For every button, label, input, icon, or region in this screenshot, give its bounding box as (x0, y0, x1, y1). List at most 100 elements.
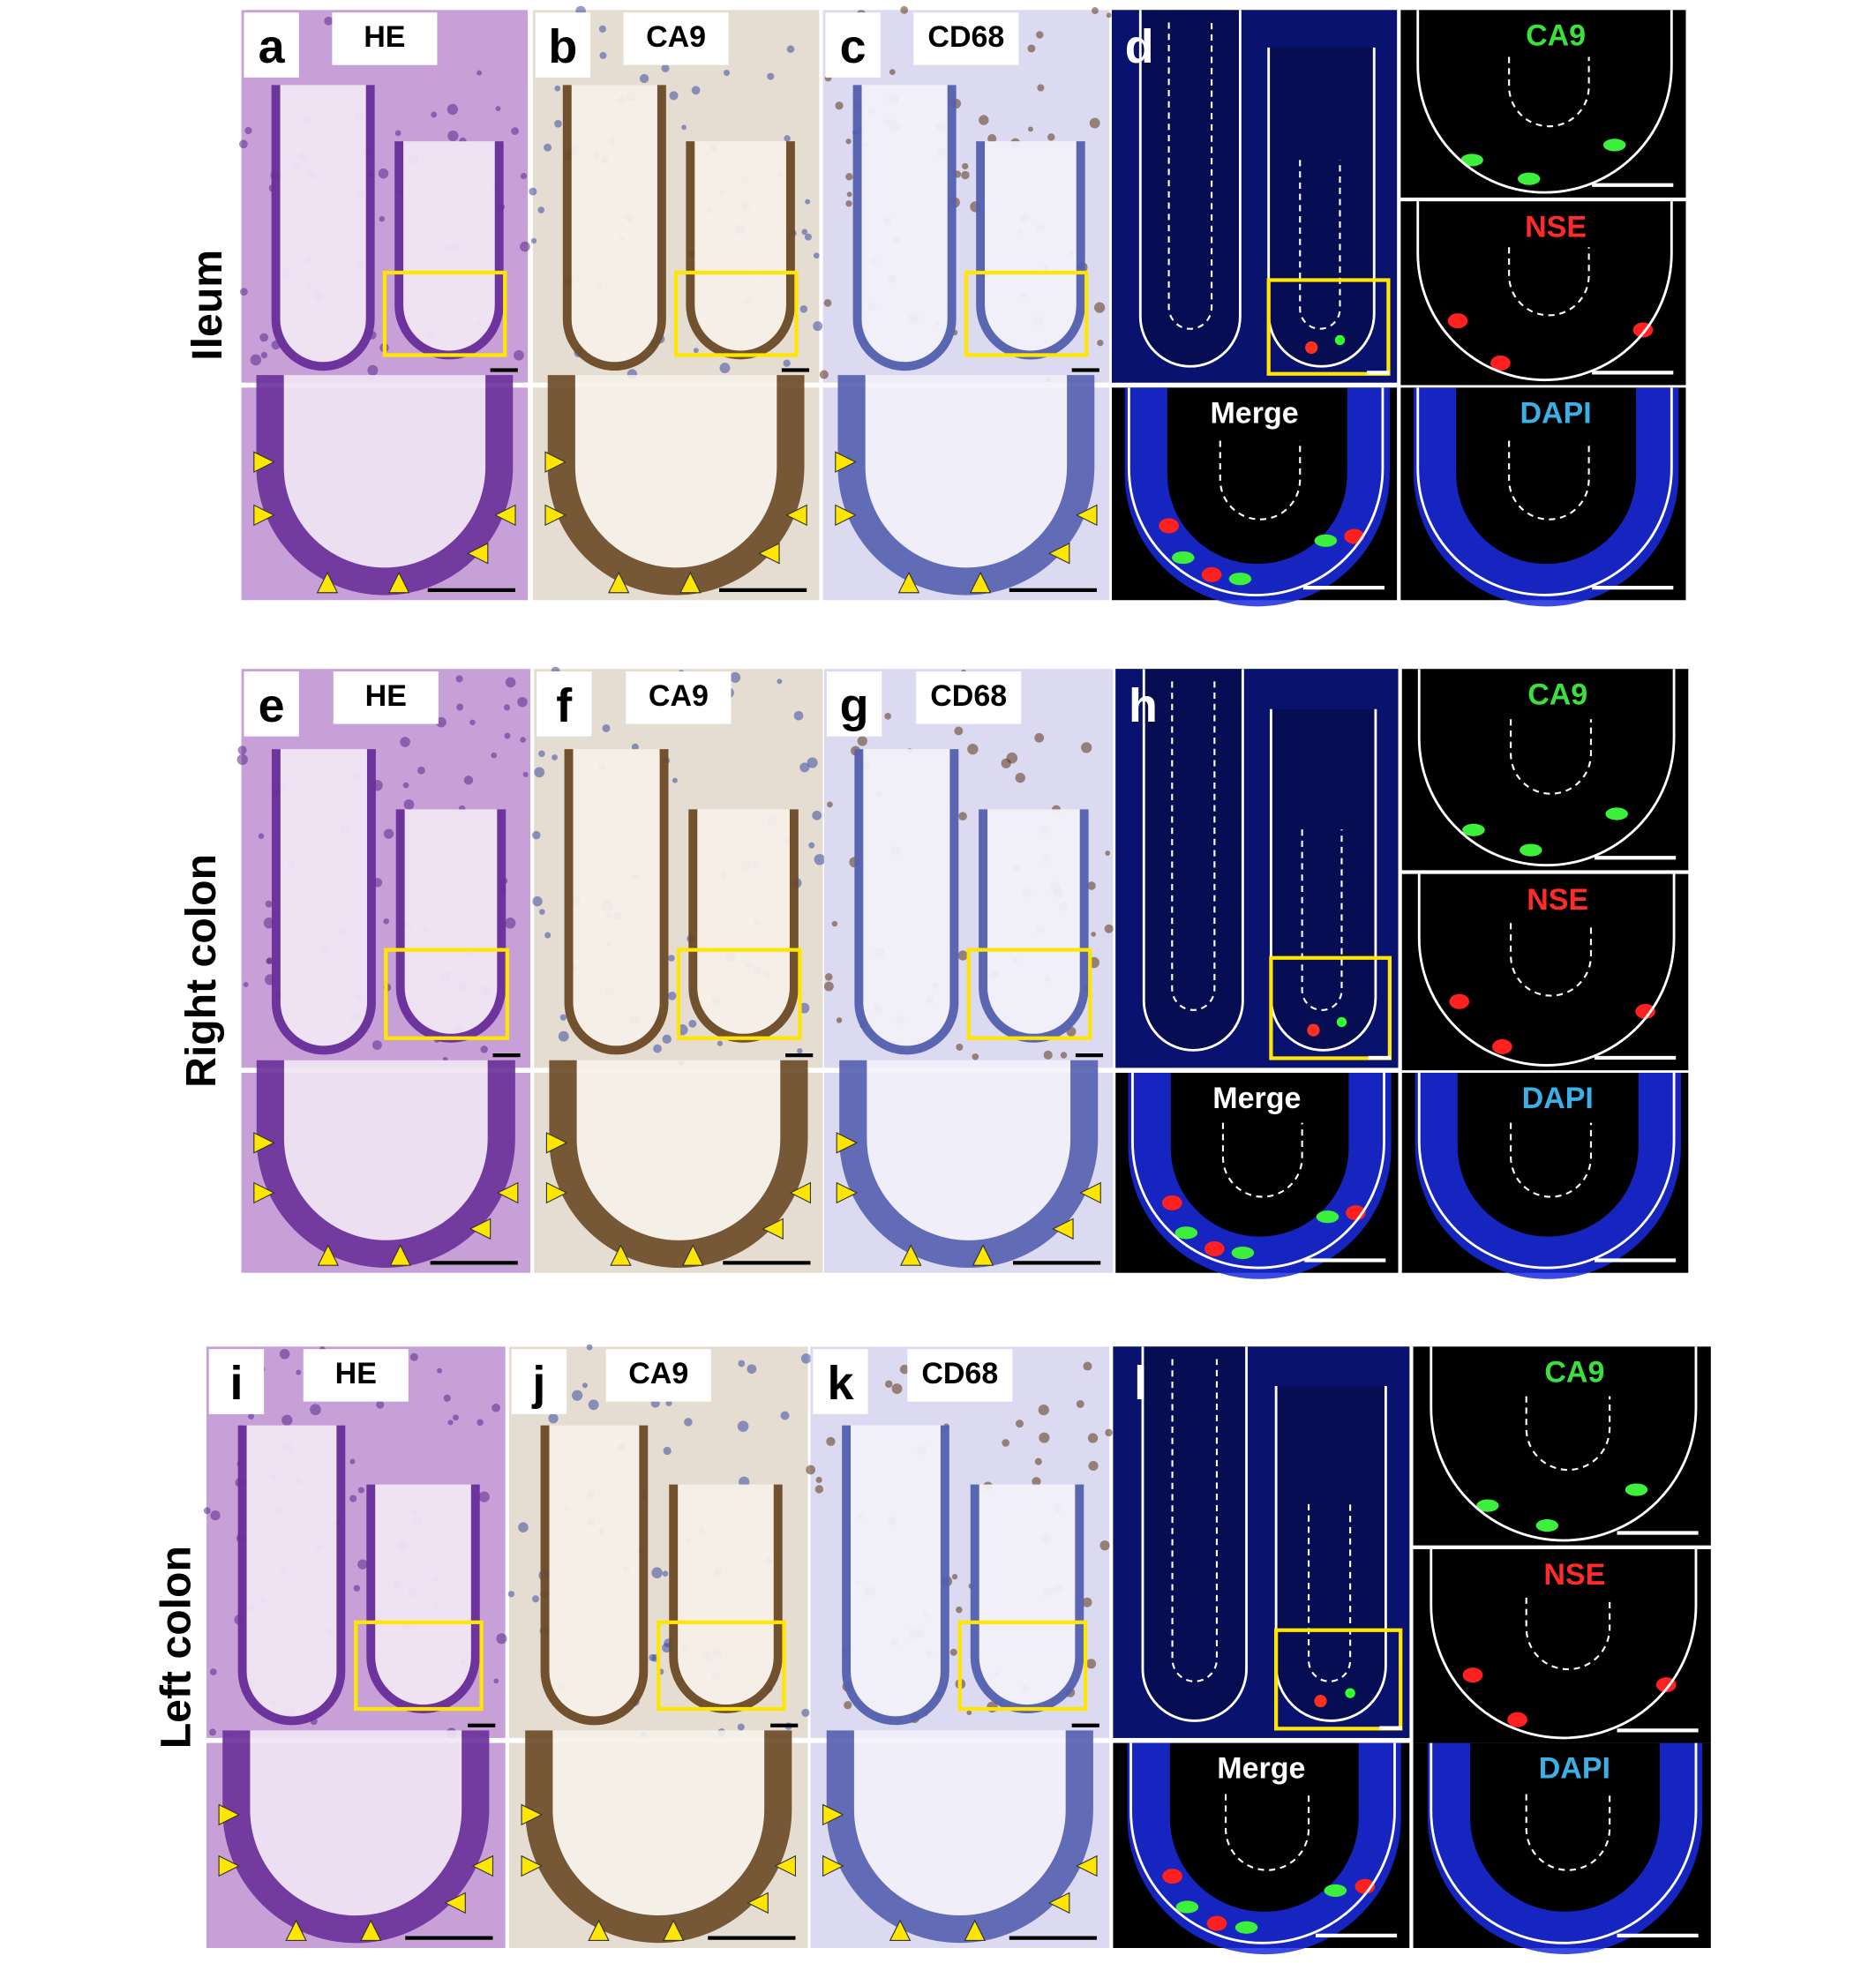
nucleus (826, 1436, 836, 1446)
arrowhead (494, 504, 516, 527)
ca9-signal (1602, 139, 1626, 152)
fluorescence-image (1413, 1346, 1711, 1546)
nucleus (378, 168, 389, 179)
nucleus (296, 1369, 302, 1375)
nucleus (1104, 924, 1114, 933)
dapi-signal (1124, 387, 1390, 607)
nucleus (806, 1465, 815, 1475)
nucleus (520, 737, 526, 743)
label-box (626, 671, 732, 724)
nucleus (544, 932, 552, 939)
crypt (688, 809, 799, 1043)
lumen-outline (1508, 440, 1590, 521)
nucleus (1088, 1460, 1099, 1472)
arrowhead (758, 542, 780, 565)
nucleus (1027, 44, 1036, 53)
channel-panel: CA9 (1413, 1346, 1711, 1546)
nucleus (394, 130, 401, 137)
ca9-signal (1172, 551, 1195, 565)
stain-label: CA9 (628, 1357, 688, 1390)
nucleus (672, 777, 678, 783)
arrowhead (359, 1919, 382, 1942)
lumen-outline (1508, 56, 1590, 128)
nucleus (845, 200, 852, 207)
nucleus (800, 1353, 812, 1364)
crypt-zoom (256, 1060, 515, 1269)
nucleus (662, 1643, 672, 1653)
nucleus (899, 1364, 910, 1375)
fluorescence-image (1413, 1548, 1711, 1743)
label-box (907, 1349, 1013, 1402)
nucleus (1038, 1404, 1049, 1416)
arrowhead (682, 1244, 704, 1266)
arrowhead (1047, 542, 1070, 565)
arrowhead (253, 1132, 275, 1154)
arrowhead (444, 1892, 466, 1914)
nucleus (236, 753, 248, 766)
nucleus (495, 106, 501, 111)
arrowhead (253, 504, 275, 527)
ca9-signal (1316, 1210, 1339, 1224)
nucleus (663, 1446, 672, 1456)
arrowhead (545, 1181, 568, 1204)
nucleus (554, 85, 561, 92)
brightfield-panel: e HE (236, 669, 530, 1273)
crypt-outline (1127, 387, 1384, 597)
nucleus (747, 1364, 757, 1375)
inset-box (1269, 955, 1392, 1060)
nse-signal (1447, 313, 1468, 329)
channel-panel: DAPI (1400, 387, 1686, 607)
lumen-outline (1525, 1597, 1611, 1671)
ca9-signal (1518, 172, 1541, 185)
channel-panel: NSE (1400, 201, 1686, 386)
nucleus (443, 1394, 451, 1402)
crypt-outline (1142, 669, 1244, 1052)
panel-letter: b (548, 20, 577, 73)
panel-letter: c (840, 20, 867, 73)
nucleus (730, 671, 741, 683)
nucleus (266, 957, 274, 964)
nucleus (324, 16, 334, 26)
nucleus (954, 726, 964, 736)
arrowhead (496, 1181, 519, 1204)
nucleus (504, 918, 516, 929)
crypt (669, 1484, 783, 1713)
channel-panel: Merge (1111, 387, 1398, 607)
crypt-zoom (826, 1730, 1093, 1944)
nucleus (260, 351, 268, 359)
crypt (395, 809, 507, 1043)
panel-letter: h (1129, 679, 1158, 732)
nucleus (1076, 1399, 1084, 1408)
nucleus (531, 1595, 540, 1603)
nucleus (884, 1380, 893, 1388)
dapi-signal (1127, 1742, 1401, 1955)
nucleus (889, 69, 896, 75)
label-box (244, 671, 299, 737)
crypt-zoom (547, 375, 805, 596)
crypt (562, 85, 666, 371)
nucleus (631, 743, 639, 751)
nucleus (208, 1728, 216, 1736)
crypt (237, 1425, 346, 1726)
arrowhead (1052, 1218, 1074, 1240)
ca9-signal (1605, 807, 1628, 820)
nucleus (845, 173, 853, 181)
ca9-signal (1174, 1226, 1198, 1240)
nucleus (1027, 126, 1033, 132)
nucleus (797, 1047, 803, 1054)
channel-label: CA9 (1527, 678, 1587, 711)
inset-box (957, 1620, 1088, 1712)
arrowhead (521, 1803, 544, 1826)
arrowhead (1076, 504, 1098, 527)
label-box (333, 671, 439, 724)
nucleus (966, 1710, 972, 1716)
channel-panel: NSE (1413, 1548, 1711, 1743)
nucleus (598, 25, 607, 33)
nucleus (1106, 12, 1112, 19)
stain-label: HE (364, 20, 405, 54)
nucleus (1097, 340, 1104, 347)
fluorescence-panel: l CA9 NSE Merge DAPI (1113, 1346, 1711, 1955)
brightfield-panel: b CA9 (529, 5, 823, 601)
fluorescence-image (1401, 873, 1689, 1071)
nucleus (1091, 7, 1099, 15)
